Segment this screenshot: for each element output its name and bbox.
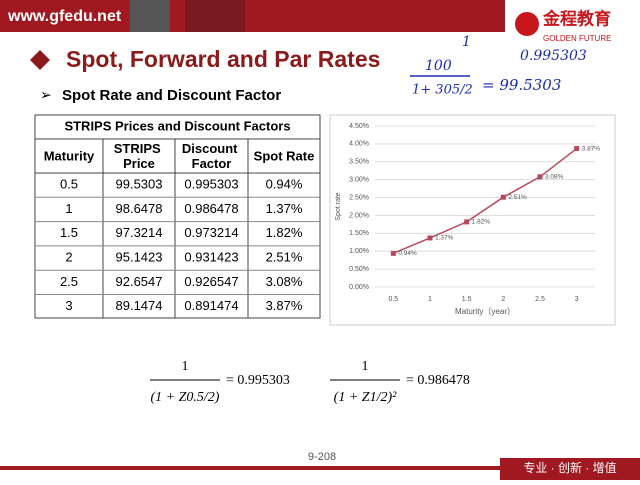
y-tick-label: 3.00% <box>349 177 369 184</box>
x-tick-label: 1 <box>428 296 432 303</box>
table-cell: 2.5 <box>60 274 78 289</box>
table-cell: 89.1474 <box>116 298 163 313</box>
marker <box>427 235 433 241</box>
table-cell: 1.5 <box>60 225 78 240</box>
table-title: STRIPS Prices and Discount Factors <box>64 118 290 133</box>
y-tick-label: 1.00% <box>349 248 369 255</box>
table-header: Maturity <box>44 148 95 163</box>
table-cell: 0.995303 <box>184 177 238 192</box>
y-tick-label: 2.50% <box>349 194 369 201</box>
x-tick-label: 2.5 <box>535 296 545 303</box>
footer-box <box>500 458 640 480</box>
x-axis-label: Maturity（year） <box>455 307 515 316</box>
table-cell: 0.986478 <box>184 201 238 216</box>
table-cell: 3.08% <box>266 274 303 289</box>
handwriting: 0.995303 <box>520 48 587 64</box>
data-label: 1.82% <box>472 219 491 226</box>
x-tick-label: 2 <box>501 296 505 303</box>
table-cell: 99.5303 <box>116 177 163 192</box>
denominator: (1 + Z0.5/2) <box>151 390 220 405</box>
result: = 0.986478 <box>406 373 470 388</box>
handwriting: = 99.5303 <box>482 76 561 94</box>
table-cell: 1.82% <box>266 225 303 240</box>
table-header: Spot Rate <box>254 148 315 163</box>
table-cell: 2.51% <box>266 249 303 264</box>
line <box>393 147 578 255</box>
header-block <box>185 0 245 32</box>
marker <box>464 219 470 225</box>
slide-title: Spot, Forward and Par Rates <box>66 46 380 72</box>
page-number: 9-208 <box>308 451 336 463</box>
table-cell: 0.94% <box>266 177 303 192</box>
table-cell: 1.37% <box>266 201 303 216</box>
y-tick-label: 2.00% <box>349 212 369 219</box>
header-block <box>130 0 170 32</box>
y-tick-label: 4.00% <box>349 141 369 148</box>
data-label: 0.94% <box>398 250 417 257</box>
x-tick-label: 0.5 <box>388 296 398 303</box>
numerator: 1 <box>362 359 369 374</box>
handwriting: 100 <box>425 58 452 74</box>
table-cell: 0.891474 <box>184 298 238 313</box>
marker <box>537 174 543 180</box>
result: = 0.995303 <box>226 373 290 388</box>
table-header: STRIPS Price <box>114 141 165 171</box>
table-cell: 3 <box>65 298 72 313</box>
table: STRIPS Prices and Discount Factors Maturi… <box>34 114 321 319</box>
data-label: 1.37% <box>435 235 454 242</box>
footer-slogan: 专业 · 创新 · 增值 <box>523 460 616 475</box>
table-cell: 2 <box>65 249 72 264</box>
y-tick-label: 0.00% <box>349 284 369 291</box>
table-header: Discount Factor <box>182 141 241 171</box>
site-url: www.gfedu.net <box>7 8 122 25</box>
y-tick-label: 3.50% <box>349 159 369 166</box>
table-cell: 0.926547 <box>184 274 238 289</box>
logo-sub: GOLDEN FUTURE <box>543 34 611 43</box>
bullet-text: Spot Rate and Discount Factor <box>62 87 281 104</box>
table-cell: 3.87% <box>266 298 303 313</box>
y-tick-label: 1.50% <box>349 230 369 237</box>
marker <box>574 146 580 152</box>
data-label: 3.87% <box>582 145 601 152</box>
table-cell: 0.931423 <box>184 249 238 264</box>
numerator: 1 <box>182 359 189 374</box>
denominator: (1 + Z1/2)² <box>334 390 397 405</box>
data-label: 3.08% <box>545 174 564 181</box>
y-axis-label: Spot rate <box>335 192 342 221</box>
table-cell: 0.5 <box>60 177 78 192</box>
table-cell: 97.3214 <box>116 225 163 240</box>
y-tick-label: 0.50% <box>349 266 369 273</box>
chart: 0.00% 0.50% 1.00% 1.50% 2.00% 2.50% 3.00% 3.50%… <box>335 123 600 316</box>
marker <box>500 194 506 200</box>
handwriting: 1 <box>462 34 471 50</box>
footer-line <box>0 466 640 470</box>
x-tick-label: 1.5 <box>462 296 472 303</box>
table-cell: 1 <box>65 201 72 216</box>
table-frame <box>34 114 321 319</box>
table-cell: 0.973214 <box>184 225 238 240</box>
handwriting: 1+ 305/2 <box>412 83 473 98</box>
y-tick-label: 4.50% <box>349 123 369 130</box>
logo-icon <box>515 12 539 36</box>
title-diamond <box>30 50 50 70</box>
marker <box>390 250 396 256</box>
formula: 1 (1 + Z0.5/2) = 0.995303 1 (1 + Z1/2)² … <box>150 359 470 405</box>
table-cell: 95.1423 <box>116 249 163 264</box>
table-cell: 98.6478 <box>116 201 163 216</box>
bullet-arrow: ➢ <box>40 87 52 103</box>
table-cell: 92.6547 <box>116 274 163 289</box>
x-tick-label: 3 <box>575 296 579 303</box>
chart-frame <box>329 114 616 326</box>
logo-text: 金程教育 <box>542 8 611 28</box>
data-label: 2.51% <box>508 194 527 201</box>
